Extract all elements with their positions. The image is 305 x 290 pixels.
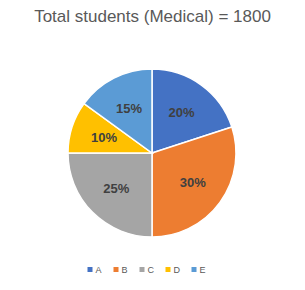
data-labels: 20% 30% 25% 10% 15% xyxy=(91,101,206,197)
legend-label: B xyxy=(122,265,128,275)
data-label: 25% xyxy=(103,181,129,196)
data-label: 15% xyxy=(116,101,142,116)
pie-slice xyxy=(68,153,152,237)
data-label: 20% xyxy=(169,105,195,120)
chart: Total students (Medical) = 1800 20% 30% 25%… xyxy=(0,0,305,290)
legend-swatch xyxy=(192,267,197,272)
legend-label: A xyxy=(96,265,102,275)
data-label: 10% xyxy=(91,130,117,145)
pie-slice xyxy=(152,127,236,237)
legend-swatch xyxy=(140,267,145,272)
background xyxy=(0,0,305,290)
legend: A B C D E xyxy=(88,265,206,275)
legend-label: C xyxy=(148,265,155,275)
legend-label: D xyxy=(174,265,181,275)
title: Total students (Medical) = 1800 xyxy=(34,7,271,26)
legend-label: E xyxy=(200,265,206,275)
legend-swatch xyxy=(166,267,171,272)
legend-swatch xyxy=(88,267,93,272)
legend-swatch xyxy=(114,267,119,272)
pie-slice xyxy=(84,69,152,153)
data-label: 30% xyxy=(180,175,206,190)
pie xyxy=(68,69,236,237)
